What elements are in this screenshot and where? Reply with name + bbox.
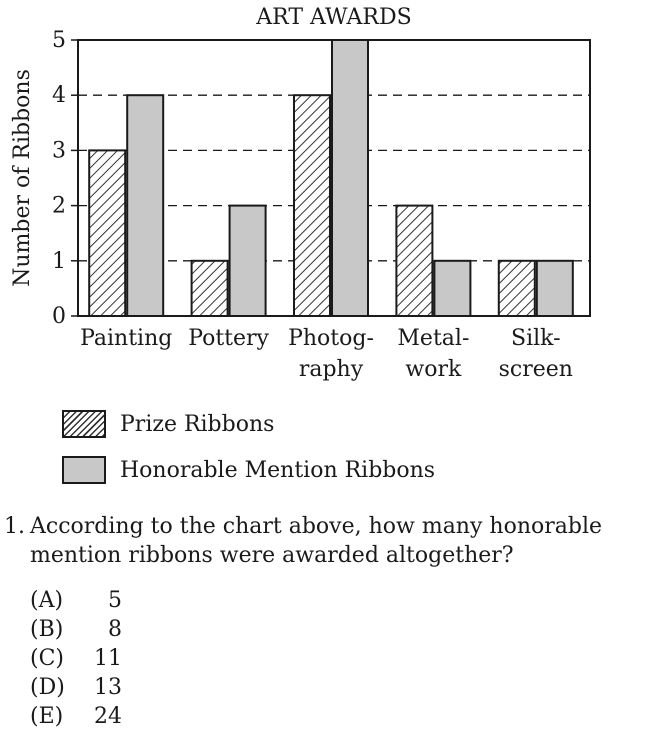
bar-prize <box>190 259 229 317</box>
legend-item-honorable: Honorable Mention Ribbons <box>62 454 435 486</box>
y-tick-label: 1 <box>52 249 66 274</box>
y-ticks: 0 1 2 3 4 5 <box>52 28 78 329</box>
legend-label: Prize Ribbons <box>120 411 275 437</box>
y-tick-label: 0 <box>52 304 66 329</box>
bars <box>88 39 574 318</box>
legend-item-prize: Prize Ribbons <box>62 408 274 440</box>
choice-letter: (E) <box>30 704 64 729</box>
question-text: According to the chart above, how many h… <box>30 514 602 568</box>
x-tick-label: Metal-work <box>397 326 469 382</box>
y-tick-label: 3 <box>52 138 66 163</box>
y-tick-label: 4 <box>52 83 66 108</box>
choice-letter: (B) <box>30 617 64 642</box>
bar-honorable <box>228 204 267 318</box>
choice-e: (E) 24 <box>30 702 122 731</box>
legend-label: Honorable Mention Ribbons <box>120 457 436 483</box>
choice-value: 11 <box>94 646 122 671</box>
bar-honorable <box>535 259 574 317</box>
legend-swatch-hatched <box>62 410 106 438</box>
bar-honorable <box>126 94 165 317</box>
choice-value: 5 <box>108 588 122 613</box>
choice-b: (B) 8 <box>30 615 122 644</box>
y-tick-label: 2 <box>52 194 66 219</box>
y-tick-label: 5 <box>52 28 66 53</box>
choice-value: 8 <box>108 617 122 642</box>
legend-swatch-gray <box>62 456 106 484</box>
bar-chart: ART AWARDS Number of Ribbons 0 1 2 3 4 5 Pain… <box>10 5 591 382</box>
bar-prize <box>88 149 127 317</box>
x-tick-label: Photog-raphy <box>288 326 374 382</box>
bar-prize <box>293 94 331 317</box>
choice-a: (A) 5 <box>30 586 122 615</box>
x-tick-label: Pottery <box>188 326 269 351</box>
x-ticks: Painting Pottery Photog-raphy Metal-work Sil… <box>80 326 573 382</box>
answer-choices: (A) 5 (B) 8 (C) 11 (D) 13 (E) 24 <box>30 586 122 731</box>
choice-letter: (A) <box>30 588 64 613</box>
choice-value: 13 <box>94 675 122 700</box>
x-tick-label: Silk-screen <box>499 326 573 382</box>
choice-c: (C) 11 <box>30 644 122 673</box>
choice-letter: (D) <box>30 675 65 700</box>
choice-letter: (C) <box>30 646 64 671</box>
chart-title: ART AWARDS <box>255 5 411 30</box>
y-axis-label: Number of Ribbons <box>10 69 35 287</box>
bar-honorable <box>433 259 472 317</box>
question-number: 1. <box>4 514 25 539</box>
choice-value: 24 <box>94 704 122 729</box>
plot-frame <box>77 39 591 317</box>
bar-honorable <box>331 39 369 317</box>
choice-d: (D) 13 <box>30 673 122 702</box>
x-tick-label: Painting <box>80 326 172 351</box>
bar-prize <box>395 204 434 318</box>
bar-prize <box>497 259 536 317</box>
